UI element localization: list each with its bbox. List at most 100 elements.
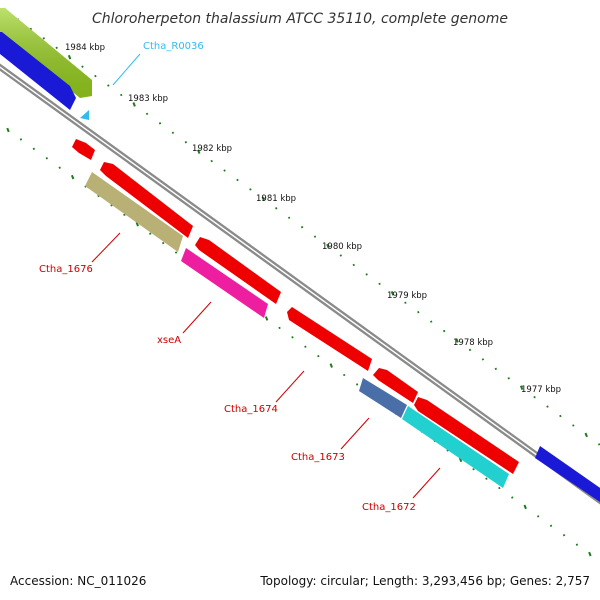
tick-minor [365,273,368,276]
tick-minor [45,157,48,160]
tick-minor [507,377,510,380]
tick-minor [498,486,501,490]
genome-backbone [0,63,600,505]
tick-label: 1979 kbp [387,291,427,301]
tick-major [197,149,201,154]
feature-cds-2 [195,237,281,304]
outer-dotted-ring [3,7,600,446]
tick-label: 1980 kbp [322,242,362,252]
tick-minor [249,188,252,191]
map-title: Chloroherpeton thalassium ATCC 35110, co… [92,11,508,27]
tick-major [523,504,527,510]
feature-cds-small [72,139,95,160]
tick-minor [572,424,575,427]
feature-cds-3 [287,307,372,371]
tick-minor [352,263,355,267]
tick-minor [291,336,294,339]
tick-label: 1981 kbp [256,194,296,204]
tick-minor [343,373,346,377]
tick-minor [123,213,126,216]
tick-minor [404,301,407,304]
feature-trna-Ctha_R0036 [80,110,89,120]
feature-olive [85,172,183,252]
tick-minor [546,405,549,408]
tick-minor [468,348,472,352]
gene-labels: Ctha_R0036 Ctha_1676 xseA Ctha_1674 Ctha… [39,41,441,513]
tick-minor [107,84,110,87]
tick-minor [29,27,33,31]
tick-major [455,338,459,343]
tick-label: 1978 kbp [453,338,493,348]
tick-minor [430,320,433,323]
tick-minor [472,468,475,471]
tick-minor [355,383,359,386]
tick-major [6,127,10,133]
tick-major [261,196,266,202]
tick-minor [304,345,307,348]
tick-minor [210,159,213,163]
feature-cyan [402,406,509,488]
tick-major [264,316,269,321]
tick-minor [110,204,113,207]
tick-minor [300,226,304,229]
tick-label: 1984 kbp [65,43,105,53]
tick-minor [58,166,61,169]
feature-cds-1 [100,162,193,238]
tick-minor [94,74,97,78]
gene-label-Ctha_R0036: Ctha_R0036 [143,41,204,52]
tick-major [588,551,592,557]
accession-text: Accession: NC_011026 [10,574,146,588]
tick-minor [236,178,239,182]
tick-minor [171,131,175,134]
feature-cds-4 [373,368,418,403]
tick-minor [149,232,152,235]
tick-minor [562,534,566,537]
tick-minor [19,138,23,141]
feature-blue-left [0,32,76,110]
tick-minor [339,254,342,257]
tick-major [584,432,588,438]
tick-major [519,385,524,391]
tick-label: 1983 kbp [128,94,168,104]
tick-minor [481,358,485,361]
tick-minor [597,443,600,446]
tick-major [67,54,72,60]
tick-minor [42,37,45,40]
tick-minor [494,367,497,371]
tick-minor [549,524,553,527]
tick-minor [55,46,58,49]
tick-major [135,221,139,227]
tick-minor [442,329,446,333]
tick-minor [313,235,317,238]
tick-major [329,363,333,368]
gene-label-Ctha_1676: Ctha_1676 [39,264,93,275]
tick-minor [536,515,540,518]
tick-minor [223,169,226,172]
tick-major [70,174,75,180]
gene-label-Ctha_1674: Ctha_1674 [224,404,278,415]
tick-minor [120,93,123,97]
tick-label: 1982 kbp [192,144,232,154]
kbp-labels: 1984 kbp 1983 kbp 1982 kbp 1981 kbp 1980… [65,43,561,395]
gene-label-xseA: xseA [157,335,181,346]
tick-minor [145,112,149,116]
tick-minor [158,122,162,125]
feature-green [0,8,92,98]
tick-minor [184,141,187,144]
tick-minor [559,414,562,418]
feature-magenta [181,248,268,318]
tick-minor [32,147,36,151]
tick-minor [278,326,281,330]
tick-label: 1977 kbp [521,385,561,395]
tick-minor [287,216,291,219]
tick-minor [317,355,320,358]
feature-cds-5 [414,397,519,474]
genome-summary-text: Topology: circular; Length: 3,293,456 bp… [259,574,590,588]
feature-blue-right [535,446,600,502]
gene-label-Ctha_1672: Ctha_1672 [362,502,416,513]
tick-minor [417,311,420,314]
tick-minor [81,65,84,68]
tick-minor [161,241,165,245]
tick-minor [511,496,514,499]
